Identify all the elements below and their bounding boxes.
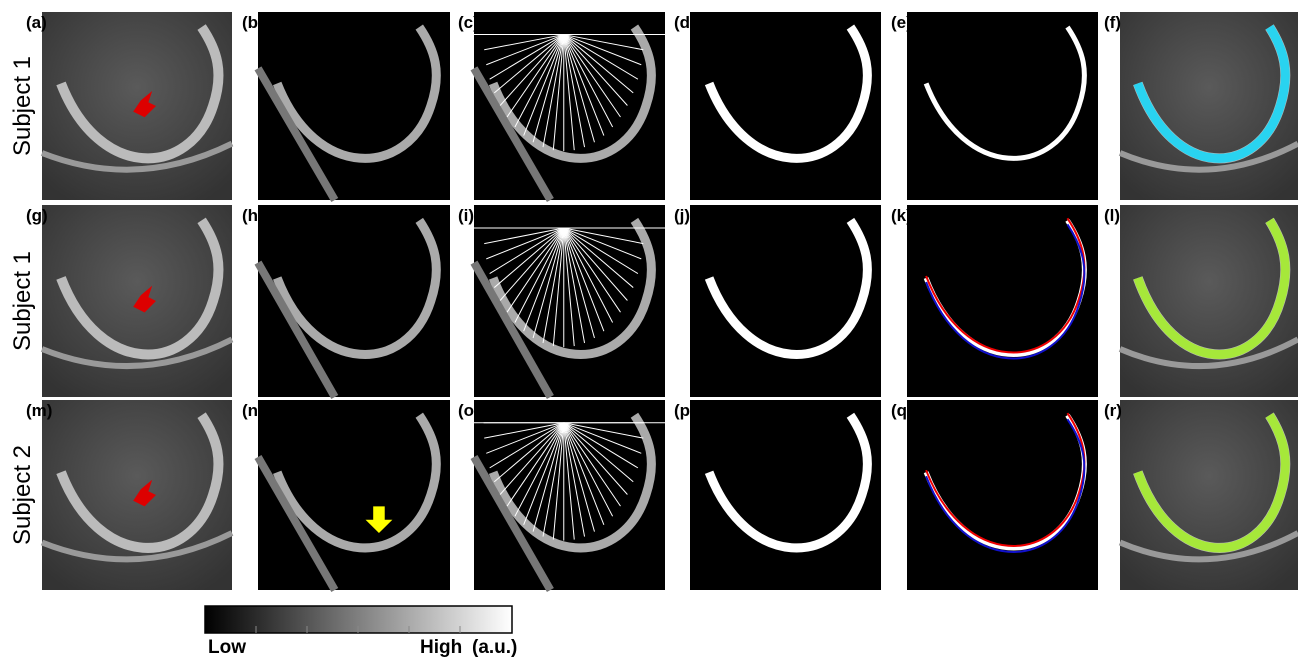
image-panel: (f) bbox=[1104, 12, 1298, 200]
image-panel: (o) bbox=[458, 400, 665, 590]
panel-label: (b) bbox=[242, 13, 264, 32]
panel-label: (q) bbox=[891, 401, 913, 420]
image-panel: (k) bbox=[891, 205, 1098, 397]
row-label: Subject 1 bbox=[9, 56, 36, 156]
image-panel: (q) bbox=[891, 400, 1098, 590]
row-label: Subject 1 bbox=[9, 251, 36, 351]
panel-label: (i) bbox=[458, 206, 474, 225]
image-panel: (i) bbox=[458, 205, 665, 397]
image-panel: (j) bbox=[674, 205, 881, 397]
image-panel: (b) bbox=[242, 12, 450, 200]
image-panel: (g) bbox=[26, 205, 232, 397]
panel-label: (j) bbox=[674, 206, 690, 225]
colorbar-unit: (a.u.) bbox=[472, 637, 517, 657]
panel-label: (l) bbox=[1104, 206, 1120, 225]
panel-label: (f) bbox=[1104, 13, 1121, 32]
image-panel: (e) bbox=[891, 12, 1098, 200]
image-panel: (d) bbox=[674, 12, 881, 200]
colorbar-high: High bbox=[420, 637, 462, 657]
panel-label: (m) bbox=[26, 401, 52, 420]
panel-label: (h) bbox=[242, 206, 264, 225]
figure: Subject 1 (a) (b) (c) (d) (e) (f) Subject 1 (g) (… bbox=[0, 0, 1298, 657]
image-panel: (r) bbox=[1104, 400, 1298, 590]
image-panel: (h) bbox=[242, 205, 450, 397]
image-panel: (p) bbox=[674, 400, 881, 590]
panel-label: (o) bbox=[458, 401, 480, 420]
panel-label: (d) bbox=[674, 13, 696, 32]
image-panel: (m) bbox=[26, 400, 232, 590]
image-panel: (c) bbox=[458, 12, 665, 200]
image-panel: (a) bbox=[26, 12, 232, 200]
panel-grid: Subject 1 (a) (b) (c) (d) (e) (f) Subject 1 (g) (… bbox=[9, 12, 1298, 590]
panel-label: (e) bbox=[891, 13, 912, 32]
panel-label: (n) bbox=[242, 401, 264, 420]
panel-label: (p) bbox=[674, 401, 696, 420]
panel-label: (r) bbox=[1104, 401, 1122, 420]
colorbar-low: Low bbox=[208, 637, 246, 657]
image-panel: (n) bbox=[242, 400, 450, 590]
panel-label: (a) bbox=[26, 13, 47, 32]
panel-label: (k) bbox=[891, 206, 912, 225]
row-label: Subject 2 bbox=[9, 445, 36, 545]
image-panel: (l) bbox=[1104, 205, 1298, 397]
panel-label: (c) bbox=[458, 13, 479, 32]
panel-label: (g) bbox=[26, 206, 48, 225]
colorbar: Low High (a.u.) bbox=[205, 606, 517, 657]
